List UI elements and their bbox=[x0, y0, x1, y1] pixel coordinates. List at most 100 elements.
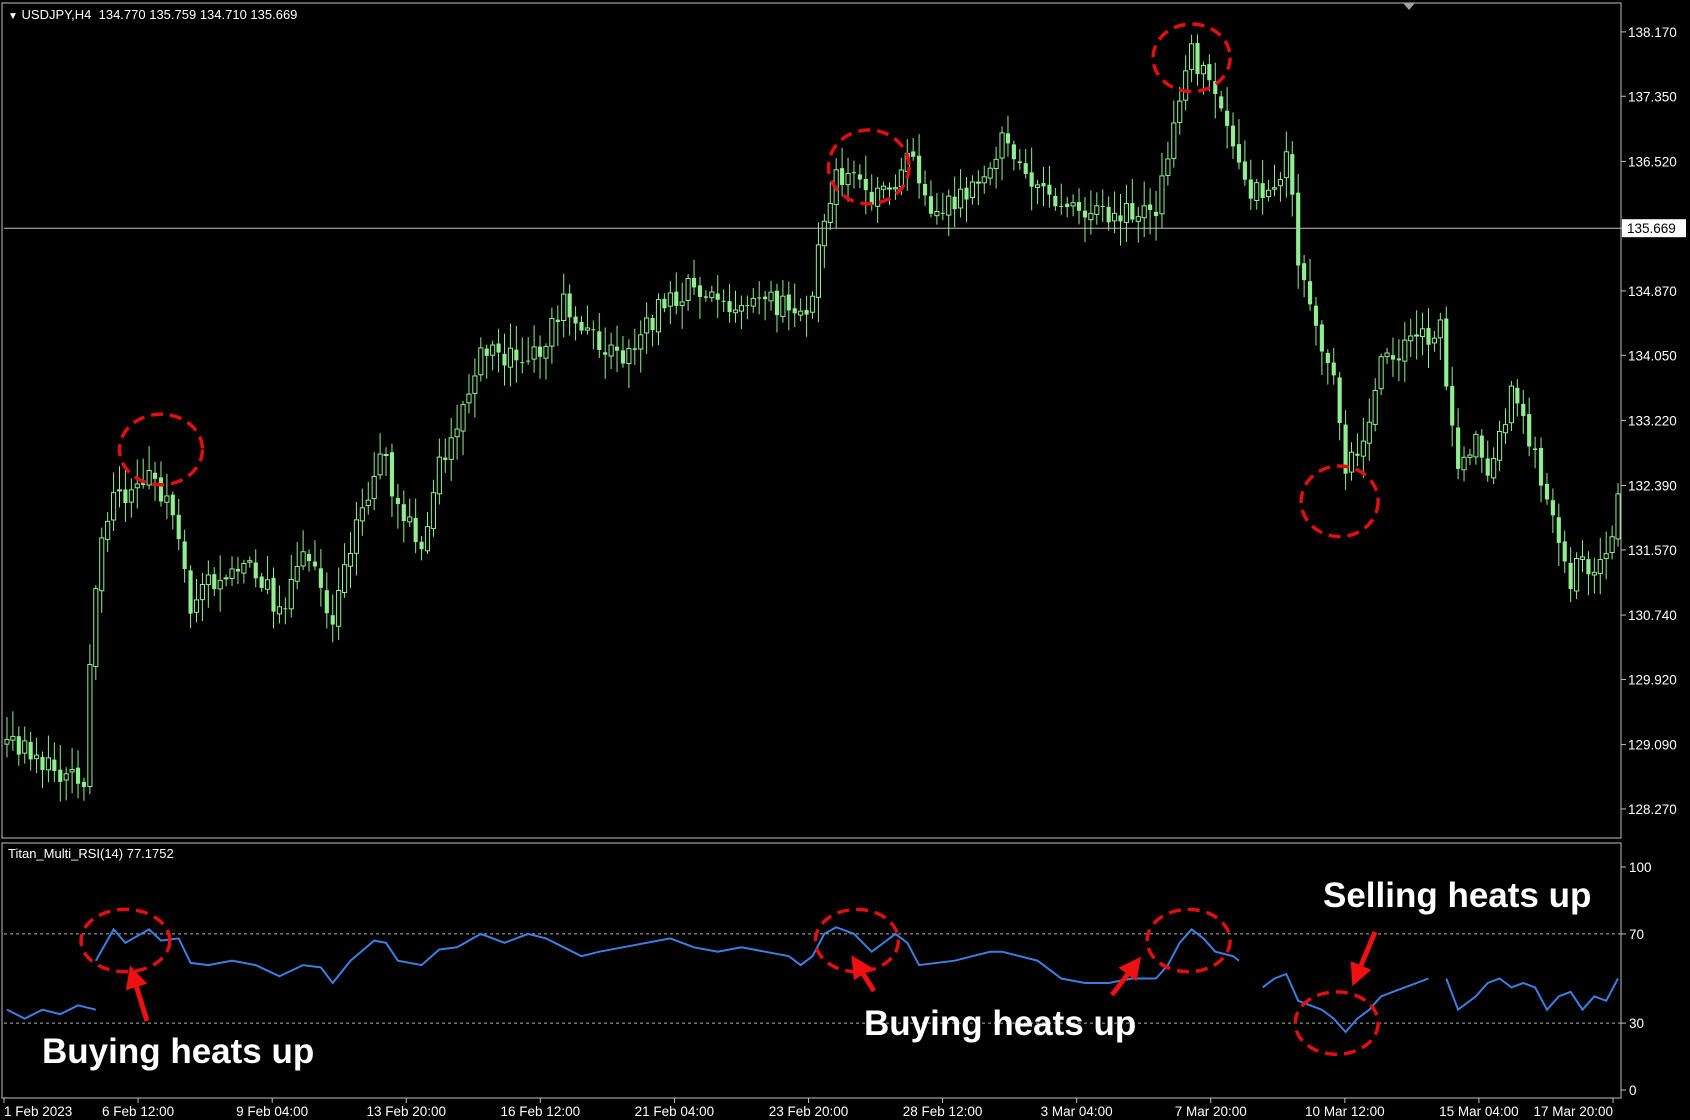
candle-bear bbox=[401, 504, 406, 522]
candle-bear bbox=[804, 309, 809, 315]
candle-bull bbox=[987, 167, 993, 179]
candle-bear bbox=[158, 477, 164, 502]
candle-bull bbox=[507, 347, 513, 368]
candle-bear bbox=[1041, 183, 1046, 187]
candle-bear bbox=[567, 293, 572, 318]
candle-bull bbox=[1266, 189, 1272, 198]
candle-bear bbox=[1521, 403, 1526, 417]
candle-bull bbox=[347, 552, 354, 567]
candle-bull bbox=[827, 202, 833, 223]
candle-bear bbox=[1325, 352, 1330, 364]
candle-bull bbox=[472, 375, 478, 394]
candle-bull bbox=[229, 568, 235, 579]
candle-bear bbox=[1390, 355, 1396, 360]
candle-bear bbox=[1219, 96, 1224, 109]
candle-bull bbox=[111, 492, 117, 521]
candle-bear bbox=[1550, 500, 1555, 516]
candle-bull bbox=[1615, 493, 1621, 540]
candle-bear bbox=[940, 212, 945, 214]
rsi-tick-label: 70 bbox=[1629, 927, 1644, 942]
candle-bear bbox=[1260, 183, 1265, 198]
candle-bull bbox=[1171, 122, 1177, 159]
candle-bull bbox=[436, 456, 442, 495]
candle-bear bbox=[1313, 305, 1319, 326]
candle-bull bbox=[993, 158, 999, 170]
candle-bear bbox=[253, 562, 258, 579]
candle-bear bbox=[514, 349, 519, 361]
candle-bear bbox=[58, 769, 63, 782]
candle-bull bbox=[1414, 334, 1420, 337]
candle-bull bbox=[1035, 184, 1041, 189]
candle-bull bbox=[93, 588, 99, 668]
candle-bear bbox=[691, 277, 697, 288]
candle-bear bbox=[1562, 541, 1567, 562]
candle-bull bbox=[205, 574, 211, 586]
candle-bull bbox=[342, 564, 348, 593]
candle-bull bbox=[22, 740, 28, 754]
candle-bear bbox=[1444, 318, 1449, 387]
candle-bull bbox=[886, 187, 893, 190]
time-tick-label: 21 Feb 04:00 bbox=[635, 1104, 715, 1119]
dropdown-triangle-icon[interactable]: ▼ bbox=[8, 11, 18, 22]
candle-bear bbox=[727, 301, 732, 313]
candle-bear bbox=[1533, 448, 1538, 451]
candle-bull bbox=[584, 327, 590, 331]
candle-bull bbox=[679, 301, 685, 306]
candle-bull bbox=[241, 562, 247, 574]
candle-bear bbox=[1005, 133, 1011, 144]
candle-bull bbox=[63, 773, 69, 781]
candle-bull bbox=[1094, 205, 1100, 215]
candle-bear bbox=[632, 348, 637, 350]
candle-bull bbox=[898, 169, 904, 188]
candle-bear bbox=[715, 293, 720, 300]
candle-bear bbox=[389, 452, 395, 497]
candle-bull bbox=[1591, 571, 1597, 576]
rsi-indicator-panel[interactable] bbox=[4, 907, 1621, 1057]
candle-bull bbox=[1372, 390, 1378, 425]
price-tick-label: 128.270 bbox=[1628, 802, 1677, 817]
candle-bear bbox=[1527, 414, 1532, 447]
highlight-circle bbox=[117, 412, 205, 487]
candle-bear bbox=[917, 155, 922, 184]
annotation-arrow bbox=[851, 955, 877, 993]
candle-bear bbox=[1307, 281, 1313, 305]
candle-bull bbox=[531, 346, 537, 360]
candle-bear bbox=[603, 352, 608, 355]
candle-bull bbox=[353, 519, 359, 554]
candle-bull bbox=[1135, 216, 1141, 222]
time-tick-label: 7 Mar 20:00 bbox=[1175, 1104, 1247, 1119]
price-chart-panel[interactable] bbox=[4, 22, 1621, 802]
candle-bull bbox=[217, 579, 223, 590]
scroll-marker-icon[interactable] bbox=[1403, 3, 1415, 10]
candle-bull bbox=[10, 735, 16, 741]
candle-bear bbox=[1106, 206, 1111, 223]
highlight-circle bbox=[826, 128, 911, 206]
candle-bear bbox=[703, 296, 708, 298]
candle-bear bbox=[1236, 144, 1242, 163]
candle-bull bbox=[1177, 100, 1183, 123]
candle-bear bbox=[763, 296, 768, 300]
candle-bull bbox=[128, 489, 134, 503]
candle-bear bbox=[928, 196, 934, 214]
candle-bull bbox=[276, 606, 282, 615]
candle-bull bbox=[975, 181, 981, 184]
candle-bear bbox=[123, 489, 128, 504]
candle-bear bbox=[620, 350, 626, 364]
candle-bull bbox=[1473, 433, 1479, 458]
annotation-buying-left: Buying heats up bbox=[42, 1032, 315, 1071]
candle-bull bbox=[1088, 212, 1094, 221]
candle-bull bbox=[430, 492, 436, 529]
candle-bull bbox=[809, 295, 816, 313]
candle-bull bbox=[1402, 339, 1408, 362]
candle-bear bbox=[674, 291, 679, 306]
candle-bull bbox=[1159, 175, 1165, 215]
candle-bear bbox=[81, 781, 87, 788]
candle-bear bbox=[1230, 125, 1236, 147]
candle-bull bbox=[1579, 556, 1586, 560]
time-tick-label: 23 Feb 20:00 bbox=[769, 1104, 849, 1119]
candle-bear bbox=[141, 482, 146, 486]
candle-bull bbox=[1378, 356, 1384, 390]
candle-bull bbox=[543, 345, 549, 359]
candle-bear bbox=[1538, 447, 1544, 486]
